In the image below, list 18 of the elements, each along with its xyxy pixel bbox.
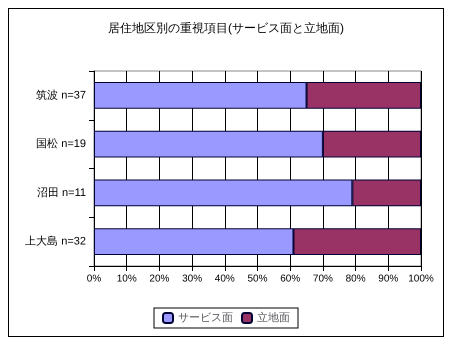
x-tick-label: 0% — [86, 274, 102, 284]
legend-label: 立地面 — [257, 311, 290, 324]
x-tick-label: 90% — [378, 274, 398, 284]
x-tick-label: 80% — [346, 274, 366, 284]
x-tick-label: 20% — [149, 274, 170, 284]
y-tick-label: 筑波 n=37 — [36, 88, 86, 102]
x-tick-label: 40% — [214, 274, 235, 284]
y-tick-label: 国松 n=19 — [36, 138, 86, 150]
chart-title: 居住地区別の重視項目(サービス面と立地面) — [108, 21, 344, 35]
y-tick-label: 上大島 n=32 — [25, 234, 86, 248]
x-tick-label: 10% — [116, 274, 137, 284]
x-tick-label: 60% — [280, 274, 300, 284]
x-tick-label: 70% — [312, 274, 334, 284]
x-tick-label: 30% — [182, 274, 202, 284]
x-tick-label: 100% — [408, 274, 434, 284]
y-tick-label: 沼田 n=11 — [36, 186, 86, 199]
x-tick-label: 50% — [247, 274, 268, 284]
legend-label: サービス面 — [178, 312, 233, 324]
